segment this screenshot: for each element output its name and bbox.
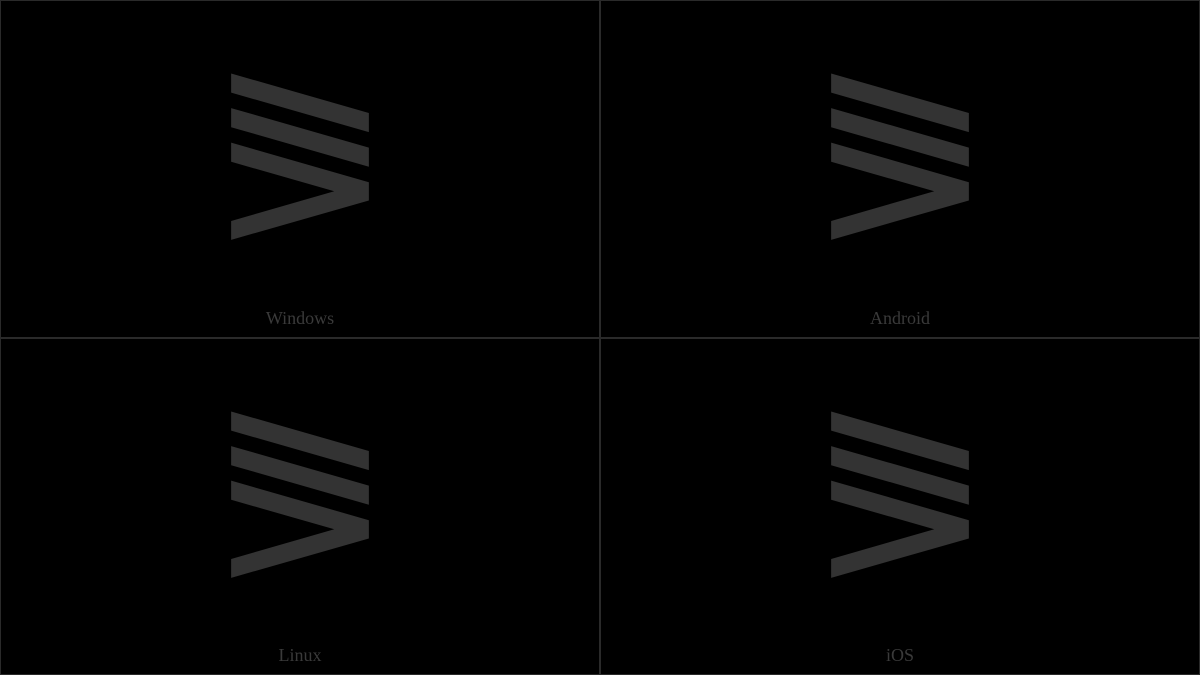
cell-linux: ⪜ Linux: [0, 338, 600, 675]
glyph-display: ⪜: [808, 11, 992, 308]
platform-label: iOS: [601, 645, 1199, 674]
cell-ios: ⪜ iOS: [600, 338, 1200, 675]
cell-windows: ⪜ Windows: [0, 0, 600, 338]
glyph-display: ⪜: [808, 349, 992, 646]
glyph-comparison-grid: ⪜ Windows ⪜ Android ⪜ Linux ⪜ iOS: [0, 0, 1200, 675]
glyph-display: ⪜: [208, 11, 392, 308]
glyph-display: ⪜: [208, 349, 392, 646]
platform-label: Linux: [1, 645, 599, 674]
cell-android: ⪜ Android: [600, 0, 1200, 338]
platform-label: Android: [601, 308, 1199, 337]
platform-label: Windows: [1, 308, 599, 337]
